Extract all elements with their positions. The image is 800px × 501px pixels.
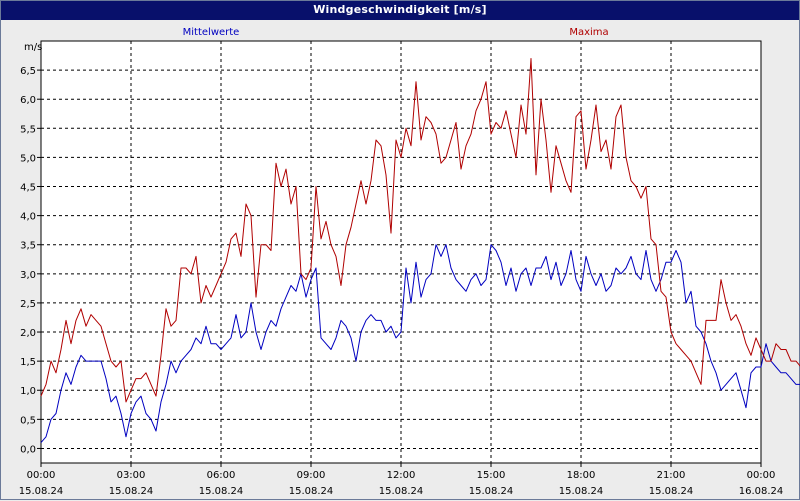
y-tick-label: 5,0 — [20, 153, 36, 164]
x-tick-date-label: 15.08.24 — [379, 486, 424, 497]
y-tick-label: 3,0 — [20, 270, 36, 281]
y-tick-label: 1,0 — [20, 386, 36, 397]
x-tick-date-label: 16.08.24 — [739, 486, 784, 497]
x-tick-time-label: 12:00 — [387, 470, 416, 481]
x-tick-time-label: 15:00 — [477, 470, 506, 481]
y-tick-label: 2,0 — [20, 328, 36, 339]
y-axis-unit-label: m/s — [24, 42, 42, 53]
y-tick-label: 1,5 — [20, 357, 36, 368]
x-tick-date-label: 15.08.24 — [469, 486, 514, 497]
x-tick-time-label: 00:00 — [747, 470, 776, 481]
x-tick-date-label: 15.08.24 — [649, 486, 694, 497]
series-line-mittelwerte — [40, 244, 800, 443]
x-tick-date-label: 15.08.24 — [19, 486, 64, 497]
chart-title: Windgeschwindigkeit [m/s] — [1, 1, 799, 20]
x-tick-time-label: 09:00 — [297, 470, 326, 481]
legend-maxima: Maxima — [569, 27, 608, 38]
x-tick-time-label: 18:00 — [567, 470, 596, 481]
y-tick-label: 3,5 — [20, 241, 36, 252]
x-tick-date-label: 15.08.24 — [199, 486, 244, 497]
y-tick-label: 6,0 — [20, 95, 36, 106]
x-tick-time-label: 03:00 — [117, 470, 146, 481]
legend-mittelwerte: Mittelwerte — [183, 27, 240, 38]
x-tick-date-label: 15.08.24 — [109, 486, 154, 497]
x-tick-time-label: 00:00 — [27, 470, 56, 481]
x-tick-date-label: 15.08.24 — [289, 486, 334, 497]
x-tick-time-label: 06:00 — [207, 470, 236, 481]
y-tick-label: 6,5 — [20, 66, 36, 77]
series-layer — [40, 58, 800, 443]
y-tick-label: 4,0 — [20, 212, 36, 223]
y-tick-label: 4,5 — [20, 183, 36, 194]
tick-labels: 0,0 0,5 1,0 1,5 2,0 2,5 3,0 3,5 4,0 4,5 5,0 5,5 6,0 6… — [19, 66, 784, 497]
grid-lines — [37, 41, 762, 467]
x-tick-time-label: 21:00 — [657, 470, 686, 481]
y-tick-label: 0,5 — [20, 415, 36, 426]
x-tick-date-label: 15.08.24 — [559, 486, 604, 497]
series-line-maxima — [40, 58, 800, 403]
y-tick-label: 5,5 — [20, 124, 36, 135]
y-tick-label: 2,5 — [20, 299, 36, 310]
y-tick-label: 0,0 — [20, 444, 36, 455]
